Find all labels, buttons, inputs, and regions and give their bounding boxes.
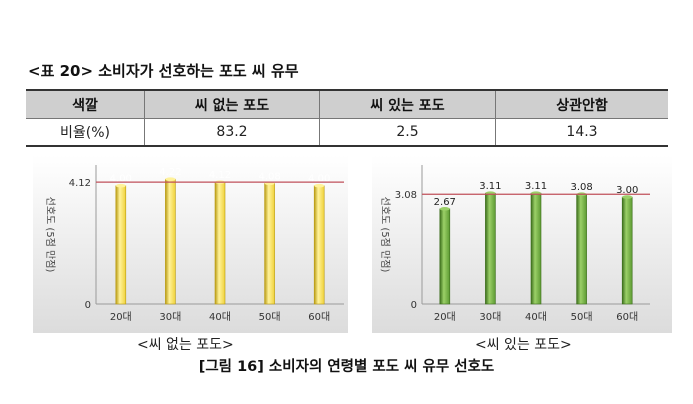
data-label: 2.67	[434, 197, 456, 208]
chart-seeded-caption: <씨 있는 포도>	[475, 337, 572, 353]
data-label: 3.00	[616, 185, 638, 196]
header-seeded: 씨 있는 포도	[319, 89, 496, 119]
chart-seedless-svg: 선호도 (5점 만점) 0 4.12 4.00 20대 4.22 30대 4.12 40대 4.0…	[33, 155, 348, 333]
chart-background	[33, 155, 348, 333]
data-label: 3.11	[479, 181, 501, 192]
x-tick-label: 40대	[209, 311, 231, 323]
x-tick-label: 50대	[259, 311, 281, 323]
x-tick-label: 30대	[159, 311, 181, 323]
chart-seedless-caption: <씨 없는 포도>	[137, 337, 234, 353]
bar-cap	[314, 183, 325, 188]
figure-title: [그림 16] 소비자의 연령별 포도 씨 유무 선호도	[198, 359, 495, 375]
x-tick-label: 30대	[479, 311, 501, 323]
row-label: 비율(%)	[26, 118, 145, 147]
table-header-row: 색깔 씨 없는 포도 씨 있는 포도 상관안함	[26, 89, 668, 119]
bar	[439, 208, 451, 305]
chart-seedless: 선호도 (5점 만점) 0 4.12 4.00 20대 4.22 30대 4.12 40대 4.0…	[33, 155, 348, 337]
bar	[313, 185, 325, 305]
bar-cap	[165, 177, 176, 181]
y-tick-label: 4.12	[69, 178, 91, 189]
bar	[576, 193, 587, 305]
x-tick-label: 60대	[308, 311, 330, 323]
x-tick-label: 20대	[434, 311, 456, 323]
chart-seeded-svg: 선호도 (5점 만점) 0 3.08 2.67 20대 3.11 30대 3.11 40대 3.0…	[372, 155, 672, 333]
data-label: 4.08	[258, 171, 280, 182]
y-tick-label: 0	[411, 300, 417, 311]
cell-indifferent: 14.3	[495, 118, 668, 147]
bar	[485, 192, 496, 305]
header-color: 색깔	[26, 89, 145, 119]
data-label: 4.00	[308, 174, 330, 185]
cell-seedless: 83.2	[144, 118, 320, 147]
y-tick-label: 0	[85, 300, 91, 311]
table-title: <표 20> 소비자가 선호하는 포도 씨 유무	[28, 62, 299, 80]
preference-table: 색깔 씨 없는 포도 씨 있는 포도 상관안함 비율(%) 83.2 2.5 1…	[26, 89, 668, 147]
y-tick-label: 3.08	[395, 190, 417, 201]
bar	[115, 185, 127, 305]
bar	[530, 192, 542, 305]
y-axis-label: 선호도 (5점 만점)	[44, 197, 56, 273]
x-tick-label: 60대	[616, 311, 638, 323]
data-label: 4.22	[159, 167, 181, 178]
data-label: 3.11	[525, 181, 547, 192]
header-seedless: 씨 없는 포도	[144, 89, 320, 119]
table-row: 비율(%) 83.2 2.5 14.3	[26, 118, 668, 147]
bar-cap	[115, 183, 126, 188]
chart-seeded: 선호도 (5점 만점) 0 3.08 2.67 20대 3.11 30대 3.11 40대 3.0…	[372, 155, 672, 337]
data-label: 3.08	[570, 182, 592, 193]
cell-seeded: 2.5	[319, 118, 496, 147]
x-tick-label: 20대	[110, 311, 132, 323]
bar	[165, 178, 176, 305]
bar	[621, 196, 633, 305]
x-tick-label: 40대	[525, 311, 547, 323]
header-indifferent: 상관안함	[495, 89, 668, 119]
bar	[264, 183, 275, 305]
bar-cap	[439, 207, 450, 211]
x-tick-label: 50대	[571, 311, 593, 323]
data-label: 4.00	[110, 174, 132, 185]
bar-cap	[622, 195, 633, 199]
y-axis-label: 선호도 (5점 만점)	[379, 197, 391, 273]
data-label: 4.12	[209, 170, 231, 181]
bar	[214, 181, 226, 305]
